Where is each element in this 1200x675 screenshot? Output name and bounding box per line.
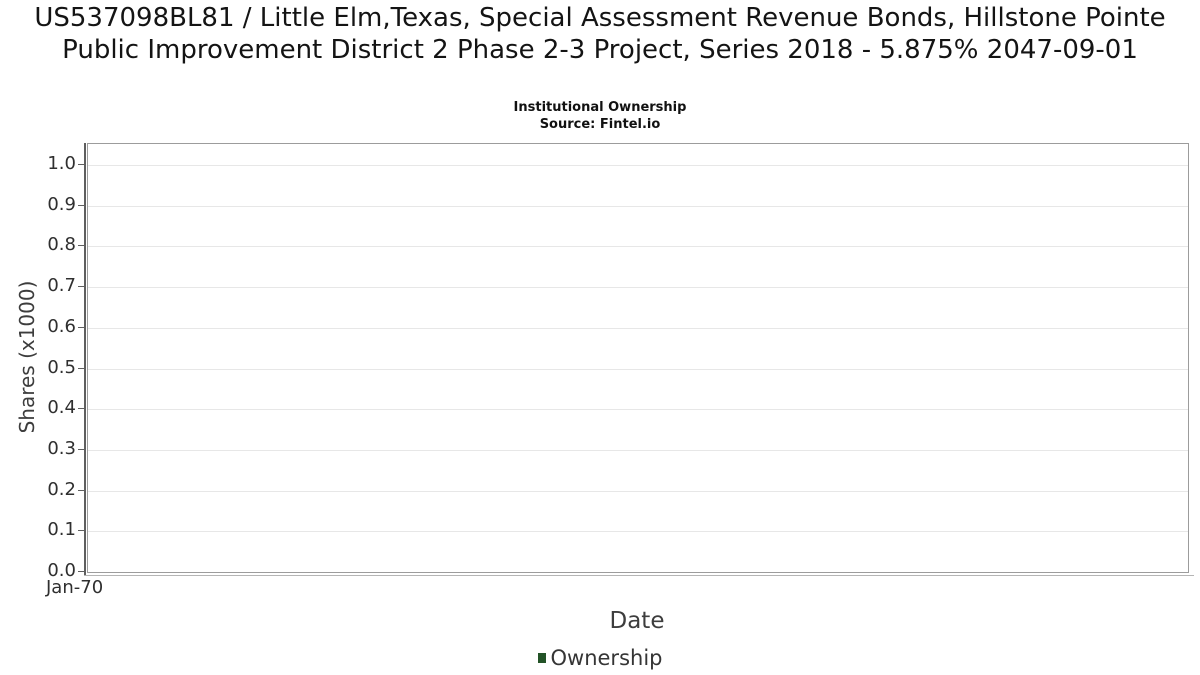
- plot-area: [87, 143, 1189, 573]
- x-axis-line: [84, 575, 1194, 576]
- gridline: [88, 205, 1188, 207]
- y-tick-label: 0.5: [47, 356, 76, 378]
- legend-marker-ownership: [537, 653, 546, 663]
- legend: Ownership: [0, 645, 1200, 671]
- x-tick-label: Jan-70: [46, 577, 104, 598]
- y-axis-line: [84, 143, 86, 576]
- y-tick-label: 0.0: [47, 560, 76, 581]
- y-tick-label: 0.3: [47, 437, 76, 459]
- y-tick-mark: [78, 489, 84, 491]
- gridline: [88, 531, 1188, 533]
- chart-source: Source: Fintel.io: [539, 117, 661, 132]
- gridline: [88, 287, 1188, 289]
- gridline: [88, 490, 1188, 492]
- chart-title: US537098BL81 / Little Elm,Texas, Special…: [34, 3, 1166, 65]
- y-tick-label: 0.7: [47, 275, 76, 297]
- y-tick-mark: [78, 571, 84, 572]
- y-tick-mark: [78, 326, 84, 328]
- y-tick-mark: [78, 164, 84, 165]
- y-tick-label: 1.0: [47, 153, 76, 174]
- gridline: [88, 327, 1188, 329]
- legend-label: Ownership: [550, 646, 663, 670]
- y-tick-label: 0.8: [47, 234, 76, 256]
- y-tick-label: 0.6: [47, 315, 76, 337]
- y-tick-mark: [78, 448, 84, 450]
- y-tick-mark: [78, 530, 84, 532]
- y-tick-marks: [78, 143, 84, 583]
- gridline: [88, 165, 1188, 166]
- y-tick-mark: [78, 204, 84, 206]
- gridline: [88, 368, 1188, 370]
- y-tick-label: 0.9: [47, 193, 76, 215]
- y-tick-mark: [78, 286, 84, 288]
- y-tick-mark: [78, 245, 84, 247]
- y-tick-mark: [78, 408, 84, 410]
- gridline: [88, 246, 1188, 248]
- gridline: [88, 409, 1188, 411]
- y-tick-labels: 1.0 0.9 0.8 0.7 0.6 0.5 0.4 0.3 0.2 0.1 0.0: [0, 143, 76, 583]
- x-axis-label: Date: [609, 608, 665, 634]
- y-tick-label: 0.1: [47, 519, 76, 541]
- gridline: [88, 449, 1188, 451]
- chart-subtitle: Institutional Ownership: [513, 100, 687, 115]
- y-tick-mark: [78, 367, 84, 369]
- y-tick-label: 0.4: [47, 397, 76, 419]
- y-tick-label: 0.2: [47, 478, 76, 500]
